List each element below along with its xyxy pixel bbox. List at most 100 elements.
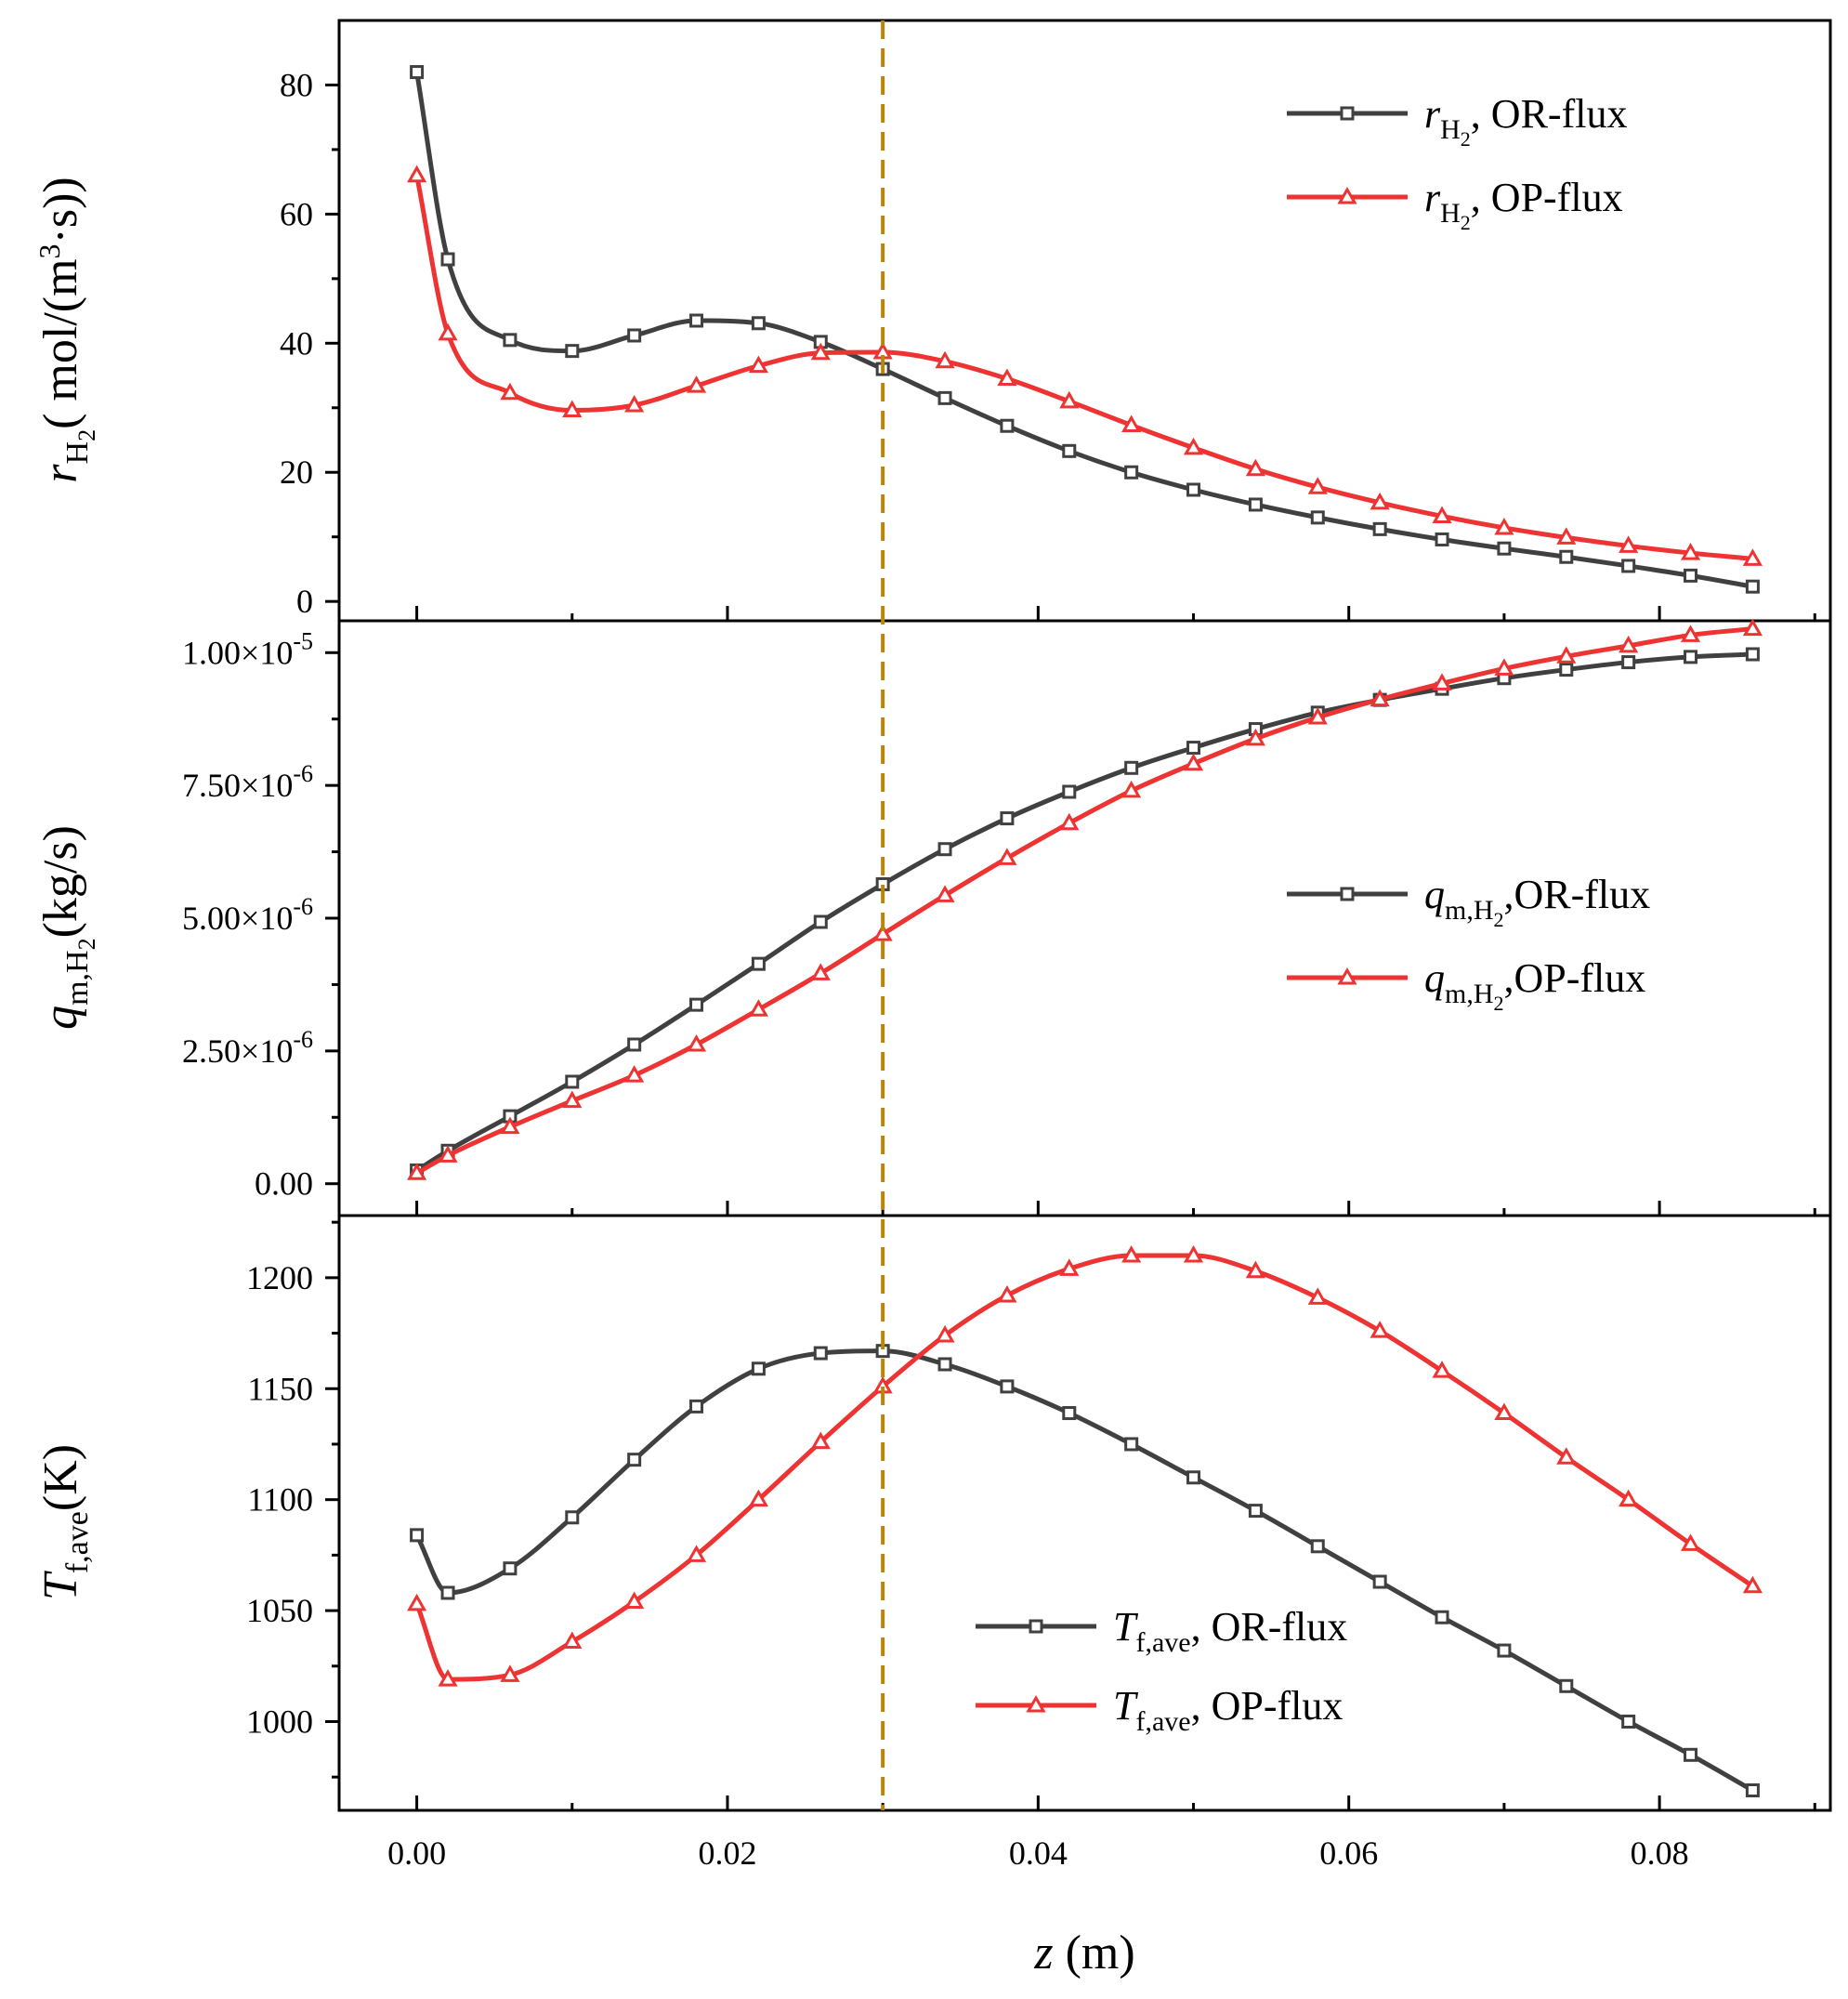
- data-point: [627, 1453, 642, 1467]
- data-point: [1680, 625, 1701, 642]
- data-point: [1680, 1533, 1701, 1551]
- series-line: [414, 72, 1753, 589]
- series-top-OP-flux: [407, 164, 1763, 566]
- legend-marker: [1029, 1619, 1043, 1634]
- data-point: [440, 1585, 455, 1600]
- data-point: [1742, 1575, 1763, 1594]
- data-point: [813, 1346, 828, 1361]
- panel-top: 0 20 40 60 80 rH2, OR-flux rH2, OP-flux rH2( mo…: [33, 19, 1832, 623]
- data-point: [1062, 784, 1077, 799]
- panel-middle-frame: [337, 619, 1832, 1217]
- data-point: [1000, 1379, 1015, 1394]
- data-point: [1372, 1574, 1387, 1589]
- data-point: [1062, 1406, 1077, 1421]
- data-point: [686, 1033, 707, 1052]
- data-point: [686, 375, 707, 393]
- data-point: [1186, 741, 1201, 756]
- data-point: [1619, 635, 1639, 653]
- data-point: [813, 914, 828, 929]
- data-point: [1124, 1437, 1139, 1452]
- data-point: [410, 1528, 425, 1543]
- y-tick-label: 5.00×10-6: [182, 893, 313, 937]
- data-point: [1059, 812, 1080, 831]
- data-point: [935, 885, 955, 902]
- data-point: [1310, 510, 1325, 525]
- y-tick-label: 1100: [247, 1481, 313, 1519]
- legend-marker: [1340, 887, 1355, 901]
- data-point: [1742, 548, 1763, 566]
- y-tick-label: 80: [280, 66, 313, 103]
- data-point: [997, 368, 1017, 387]
- data-point: [810, 342, 831, 361]
- data-point: [627, 328, 642, 343]
- legend-item-top-OP-flux: rH2, OP-flux: [1287, 175, 1623, 234]
- data-point: [1000, 418, 1015, 433]
- data-point: [407, 164, 427, 183]
- x-tick-label: 0.02: [698, 1835, 756, 1872]
- x-tick-label: 0.08: [1631, 1835, 1689, 1872]
- legend-label: qm,H2,OP-flux: [1424, 955, 1645, 1015]
- y-tick-label: 1000: [246, 1703, 313, 1740]
- data-point: [438, 1669, 458, 1687]
- data-point: [1245, 1260, 1265, 1279]
- data-point: [1121, 1244, 1142, 1263]
- legend-item-top-OR-flux: rH2, OR-flux: [1287, 91, 1627, 151]
- data-point: [438, 1145, 458, 1163]
- data-point: [565, 344, 580, 359]
- data-point: [1742, 618, 1763, 637]
- data-point: [440, 252, 455, 267]
- data-point: [1307, 706, 1328, 725]
- legend-marker: [1337, 967, 1357, 985]
- data-point: [624, 1591, 645, 1610]
- data-point: [1124, 760, 1139, 775]
- data-point: [686, 1545, 707, 1562]
- data-point: [1183, 437, 1204, 455]
- data-point: [1124, 465, 1139, 480]
- data-point: [503, 333, 518, 348]
- data-point: [1000, 811, 1015, 826]
- data-point: [1370, 689, 1390, 707]
- data-point: [1062, 443, 1077, 458]
- y-tick-label: 1150: [247, 1370, 313, 1407]
- data-point: [1745, 647, 1760, 662]
- data-point: [410, 65, 425, 80]
- series-bottom-OR-flux: [410, 1344, 1760, 1798]
- data-point: [1432, 673, 1452, 690]
- y-axis-title-top: rH2( mol/(m3·s)): [33, 177, 100, 482]
- legend-item-bottom-OP-flux: Tf,ave, OP-flux: [976, 1683, 1343, 1737]
- data-point: [1494, 658, 1514, 676]
- data-point: [1307, 1287, 1328, 1305]
- y-tick-label: 0: [296, 583, 313, 620]
- legend-item-middle-OP-flux: qm,H2,OP-flux: [1287, 955, 1645, 1015]
- y-axis-title-bottom: Tf,ave(K): [34, 1444, 95, 1600]
- data-point: [751, 956, 766, 971]
- data-point: [500, 1116, 520, 1135]
- data-point: [565, 1510, 580, 1525]
- data-point: [1248, 1504, 1263, 1519]
- panel-middle: 0.00 2.50×10-6 5.00×10-6 7.50×10-6 1.00×10-5…: [34, 618, 1832, 1217]
- y-tick-label: 7.50×10-6: [182, 760, 313, 804]
- data-point: [1556, 646, 1577, 664]
- data-point: [1435, 1610, 1449, 1624]
- data-point: [1248, 497, 1263, 512]
- data-point: [1556, 1447, 1577, 1465]
- legend-label: Tf,ave, OP-flux: [1113, 1683, 1343, 1737]
- data-point: [438, 322, 458, 341]
- data-point: [1494, 1402, 1514, 1421]
- data-point: [1559, 663, 1574, 677]
- series-top-OR-flux: [410, 65, 1760, 594]
- data-point: [500, 1664, 520, 1682]
- panels: 0 20 40 60 80 rH2, OR-flux rH2, OP-flux rH2( mo…: [33, 19, 1832, 1812]
- data-point: [997, 848, 1017, 865]
- data-point: [1372, 521, 1387, 536]
- data-point: [624, 1065, 645, 1083]
- data-point: [407, 1593, 427, 1611]
- y-axis-title-text: Tf,ave(K): [34, 1444, 95, 1600]
- legend-marker: [1340, 106, 1355, 121]
- data-point: [1745, 579, 1760, 594]
- data-point: [1494, 517, 1514, 535]
- legend-label: Tf,ave, OR-flux: [1113, 1604, 1347, 1658]
- y-axis-title-middle: qm,H2(kg/s): [34, 825, 100, 1030]
- data-point: [1619, 1489, 1639, 1507]
